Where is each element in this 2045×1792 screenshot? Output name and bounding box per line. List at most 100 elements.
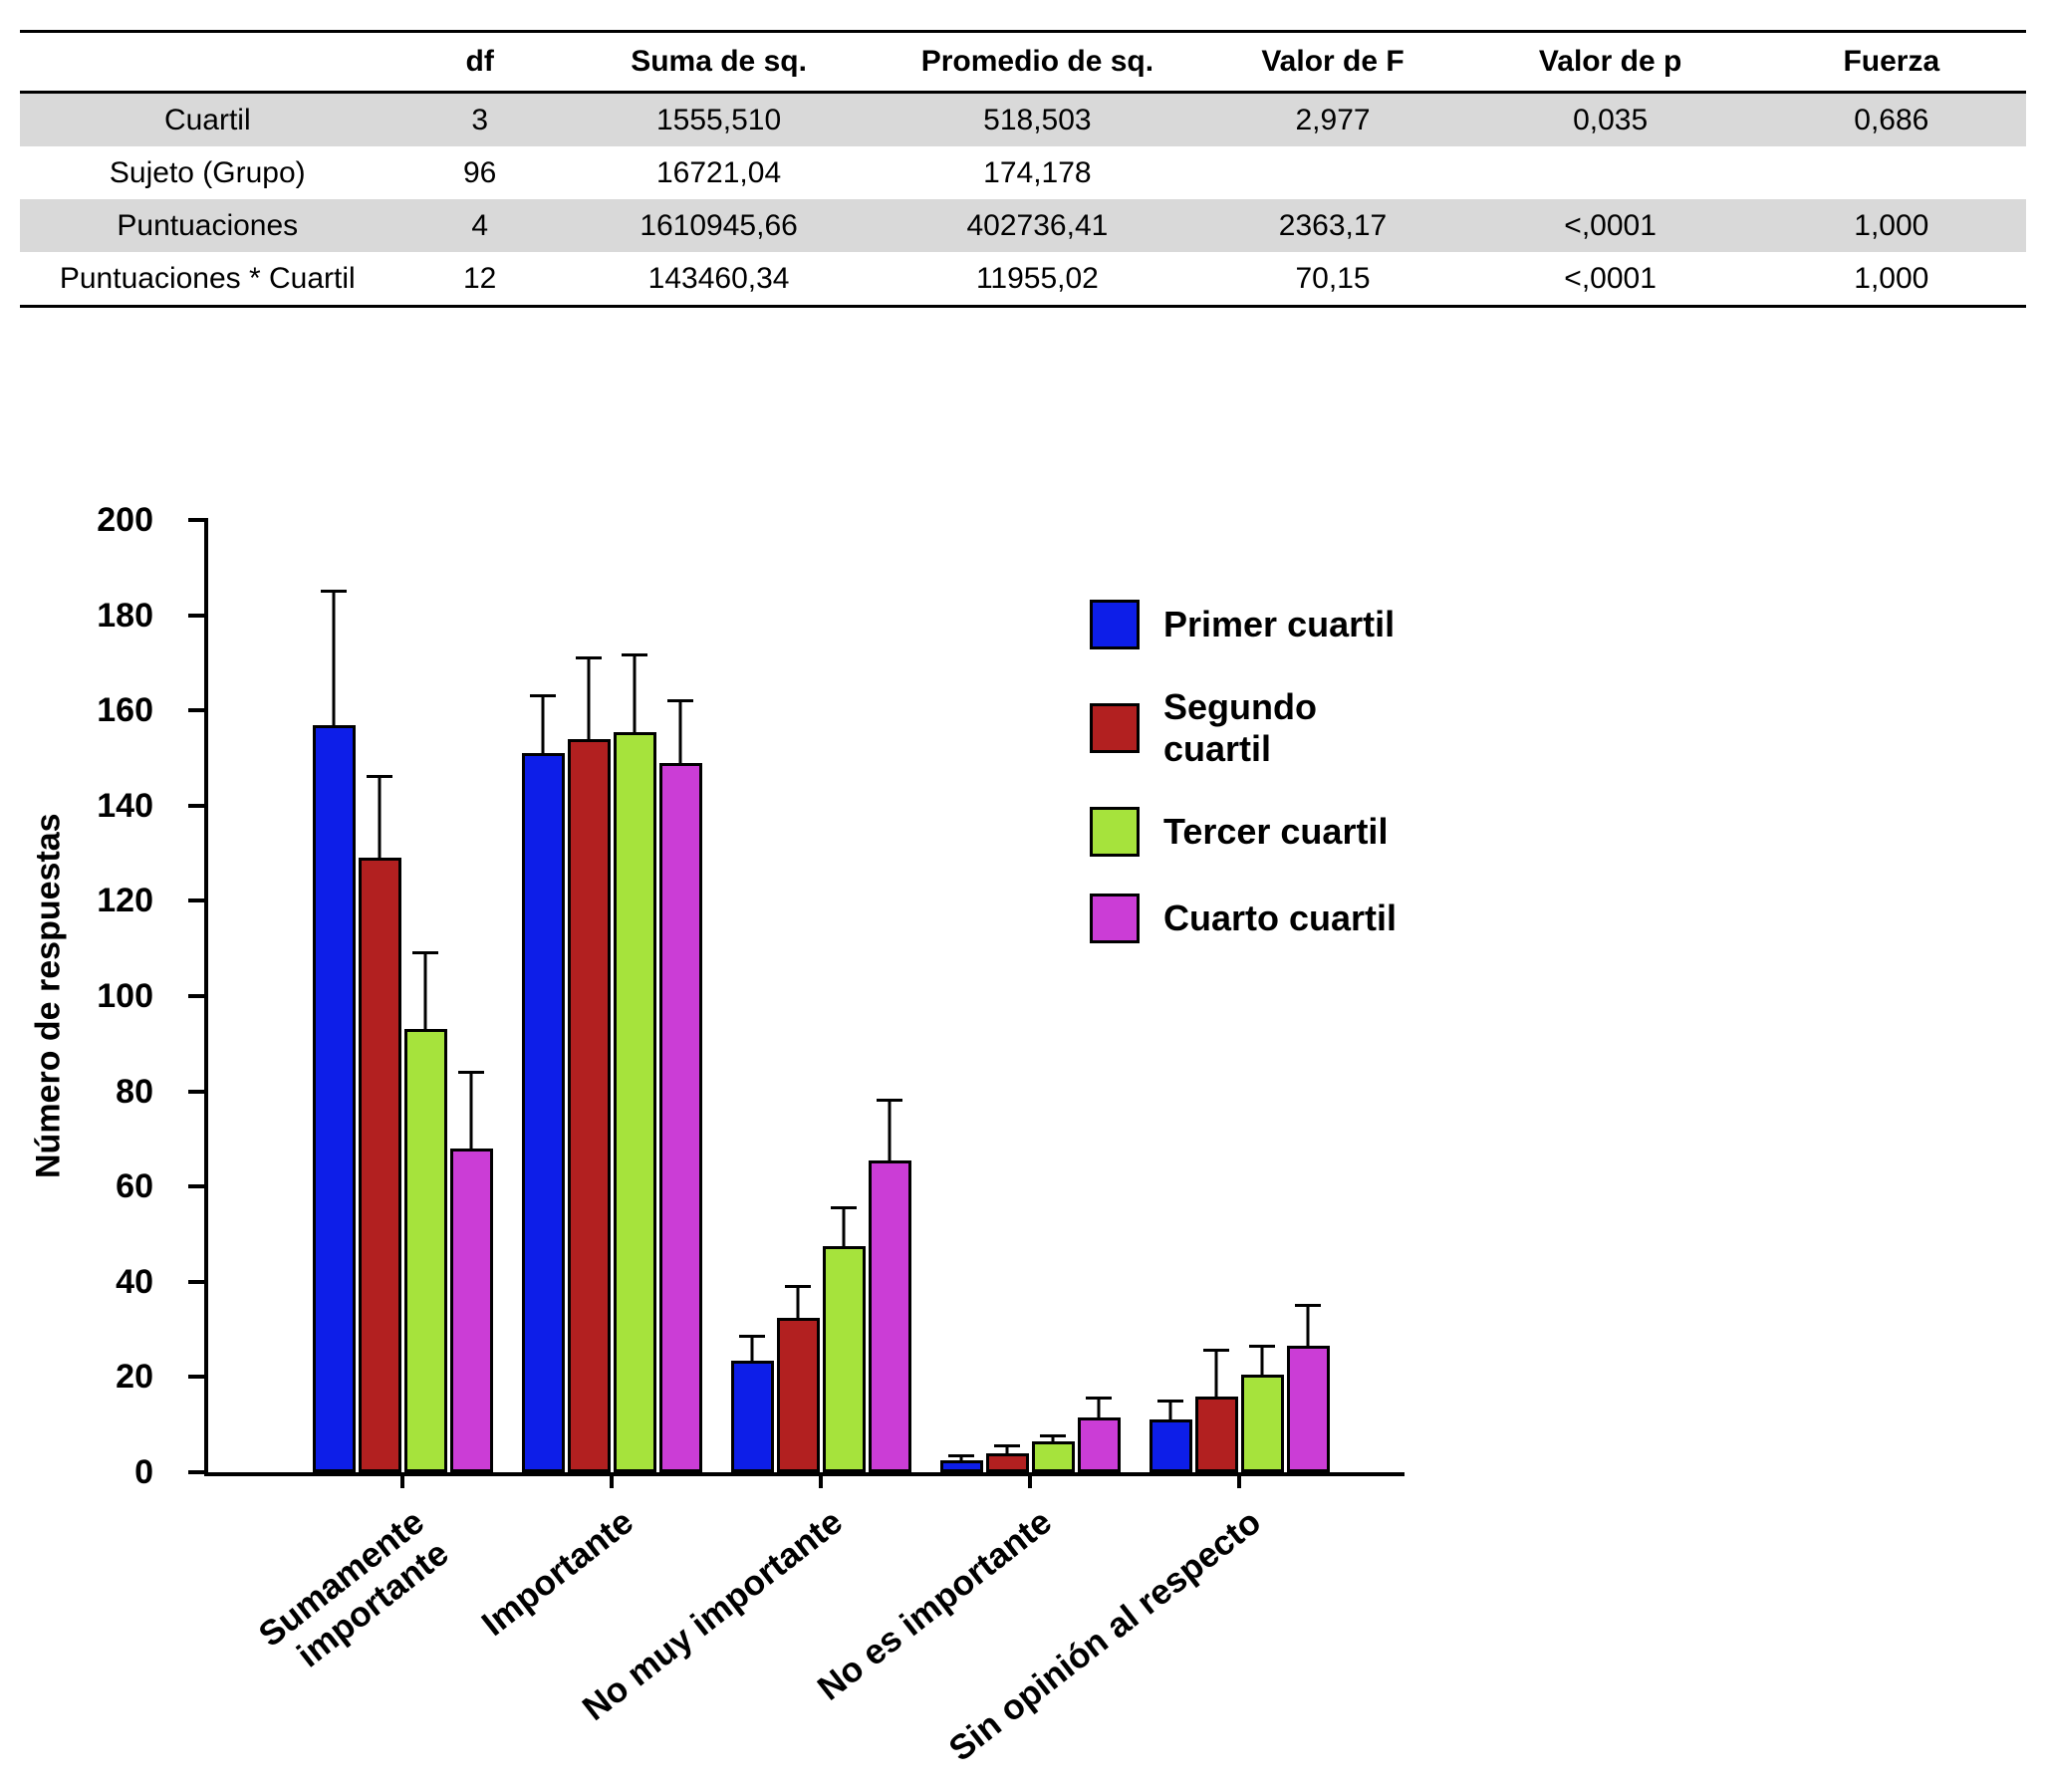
- error-bar-stem: [1214, 1349, 1218, 1400]
- x-tick: [610, 1472, 614, 1488]
- error-bar-cap: [1086, 1397, 1112, 1401]
- error-bar-stem: [1306, 1303, 1310, 1350]
- table-cell: 174,178: [983, 155, 1092, 189]
- x-tick: [400, 1472, 404, 1488]
- y-tick-label: 40: [116, 1262, 153, 1301]
- error-bar: [1040, 1434, 1066, 1444]
- error-bar-stem: [541, 694, 545, 757]
- y-tick: [188, 613, 208, 618]
- x-tick: [819, 1472, 823, 1488]
- row-label: Puntuaciones * Cuartil: [20, 252, 395, 308]
- table-cell: [1464, 146, 1757, 199]
- table-row: Cuartil 3 1555,510 518,503 2,977 0,035 0,686: [20, 92, 2026, 146]
- y-tick-label: 80: [116, 1072, 153, 1111]
- error-bar-stem: [750, 1335, 754, 1364]
- error-bar-stem: [959, 1453, 963, 1464]
- legend-item: Cuarto cuartil: [1090, 894, 1405, 943]
- error-bar-stem: [888, 1099, 892, 1163]
- error-bar: [530, 694, 556, 757]
- error-bar-cap: [785, 1284, 811, 1288]
- bar: [1077, 1397, 1121, 1472]
- error-bar-cap: [576, 655, 602, 659]
- error-bar: [739, 1335, 765, 1364]
- row-label: Sujeto (Grupo): [109, 155, 306, 189]
- table-cell: 402736,41: [966, 208, 1109, 242]
- y-tick-label: 180: [97, 596, 153, 635]
- y-tick-label: 0: [134, 1453, 153, 1491]
- table-cell: 1555,510: [656, 103, 782, 136]
- legend-label: Tercer cuartil: [1163, 811, 1389, 852]
- bar: [1031, 1434, 1075, 1472]
- table-cell: <,0001: [1463, 252, 1757, 308]
- error-bar: [831, 1205, 857, 1249]
- bar: [730, 1335, 774, 1472]
- error-bar-cap: [1040, 1434, 1066, 1438]
- table-cell: 0,686: [1854, 103, 1929, 136]
- y-tick: [188, 803, 208, 808]
- table-cell: 70,15: [1201, 252, 1464, 308]
- bar: [658, 698, 702, 1472]
- legend-item: Primer cuartil: [1090, 600, 1405, 649]
- error-bar-stem: [796, 1284, 800, 1321]
- error-bar-cap: [530, 694, 556, 698]
- anova-table: df Suma de sq. Promedio de sq. Valor de F Va…: [20, 30, 2026, 308]
- table-row: Sujeto (Grupo) 96 16721,04 174,178: [20, 146, 2026, 199]
- table-cell: 12: [394, 252, 565, 308]
- x-tick: [1237, 1472, 1241, 1488]
- error-bar: [458, 1070, 484, 1152]
- error-bar: [994, 1443, 1020, 1456]
- error-bar: [948, 1453, 974, 1464]
- error-bar-cap: [622, 653, 647, 657]
- error-bar-stem: [587, 655, 591, 742]
- error-bar-stem: [1260, 1344, 1264, 1379]
- bar-group: [939, 1397, 1121, 1472]
- error-bar-cap: [1249, 1344, 1275, 1348]
- bar-group: [521, 653, 702, 1472]
- table-header-row: df Suma de sq. Promedio de sq. Valor de F Va…: [20, 30, 2026, 94]
- y-tick: [188, 708, 208, 713]
- error-bar: [576, 655, 602, 742]
- plot-area: Número de respuestas 0 20 40 60 80 100 120 140 1…: [30, 501, 1405, 1769]
- error-bar: [412, 951, 438, 1033]
- error-bar-cap: [948, 1453, 974, 1457]
- legend-item: Tercer cuartil: [1090, 807, 1405, 857]
- legend-swatch: [1090, 807, 1140, 857]
- legend: Primer cuartil Segundo cuartil Tercer cuar…: [1090, 600, 1405, 980]
- error-bar-cap: [994, 1443, 1020, 1447]
- table-cell: 143460,34: [564, 252, 874, 308]
- bar: [449, 1070, 493, 1472]
- row-label: Cuartil: [163, 103, 251, 136]
- error-bar-stem: [1005, 1443, 1009, 1456]
- legend-label: Primer cuartil: [1163, 604, 1396, 644]
- legend-item: Segundo cuartil: [1090, 686, 1405, 770]
- bar: [776, 1284, 820, 1472]
- y-tick-label: 120: [97, 882, 153, 920]
- table-row: Puntuaciones 4 1610945,66 402736,41 2363,17 <…: [20, 199, 2026, 252]
- bar: [521, 694, 565, 1472]
- bar-group: [1149, 1303, 1330, 1472]
- y-tick-label: 200: [97, 501, 153, 539]
- legend-label: Segundo cuartil: [1163, 686, 1317, 769]
- table-cell: 96: [463, 155, 497, 189]
- y-tick: [188, 1279, 208, 1284]
- column-header: Valor de F: [1201, 30, 1464, 94]
- table-cell: [1201, 146, 1463, 199]
- error-bar-stem: [423, 951, 427, 1033]
- column-header: Valor de p: [1463, 30, 1757, 94]
- error-bar: [785, 1284, 811, 1321]
- error-bar-stem: [678, 698, 682, 766]
- table-cell: 1610945,66: [639, 208, 798, 242]
- error-bar: [1295, 1303, 1321, 1350]
- error-bar: [1249, 1344, 1275, 1379]
- y-tick: [188, 1184, 208, 1189]
- error-bar-stem: [633, 653, 637, 735]
- bar: [822, 1205, 866, 1472]
- error-bar: [321, 589, 347, 728]
- error-bar: [877, 1099, 902, 1163]
- y-tick-label: 20: [116, 1358, 153, 1397]
- table-cell: 11955,02: [873, 252, 1202, 308]
- legend-swatch: [1090, 703, 1140, 753]
- x-tick: [1028, 1472, 1032, 1488]
- column-header: [20, 30, 395, 94]
